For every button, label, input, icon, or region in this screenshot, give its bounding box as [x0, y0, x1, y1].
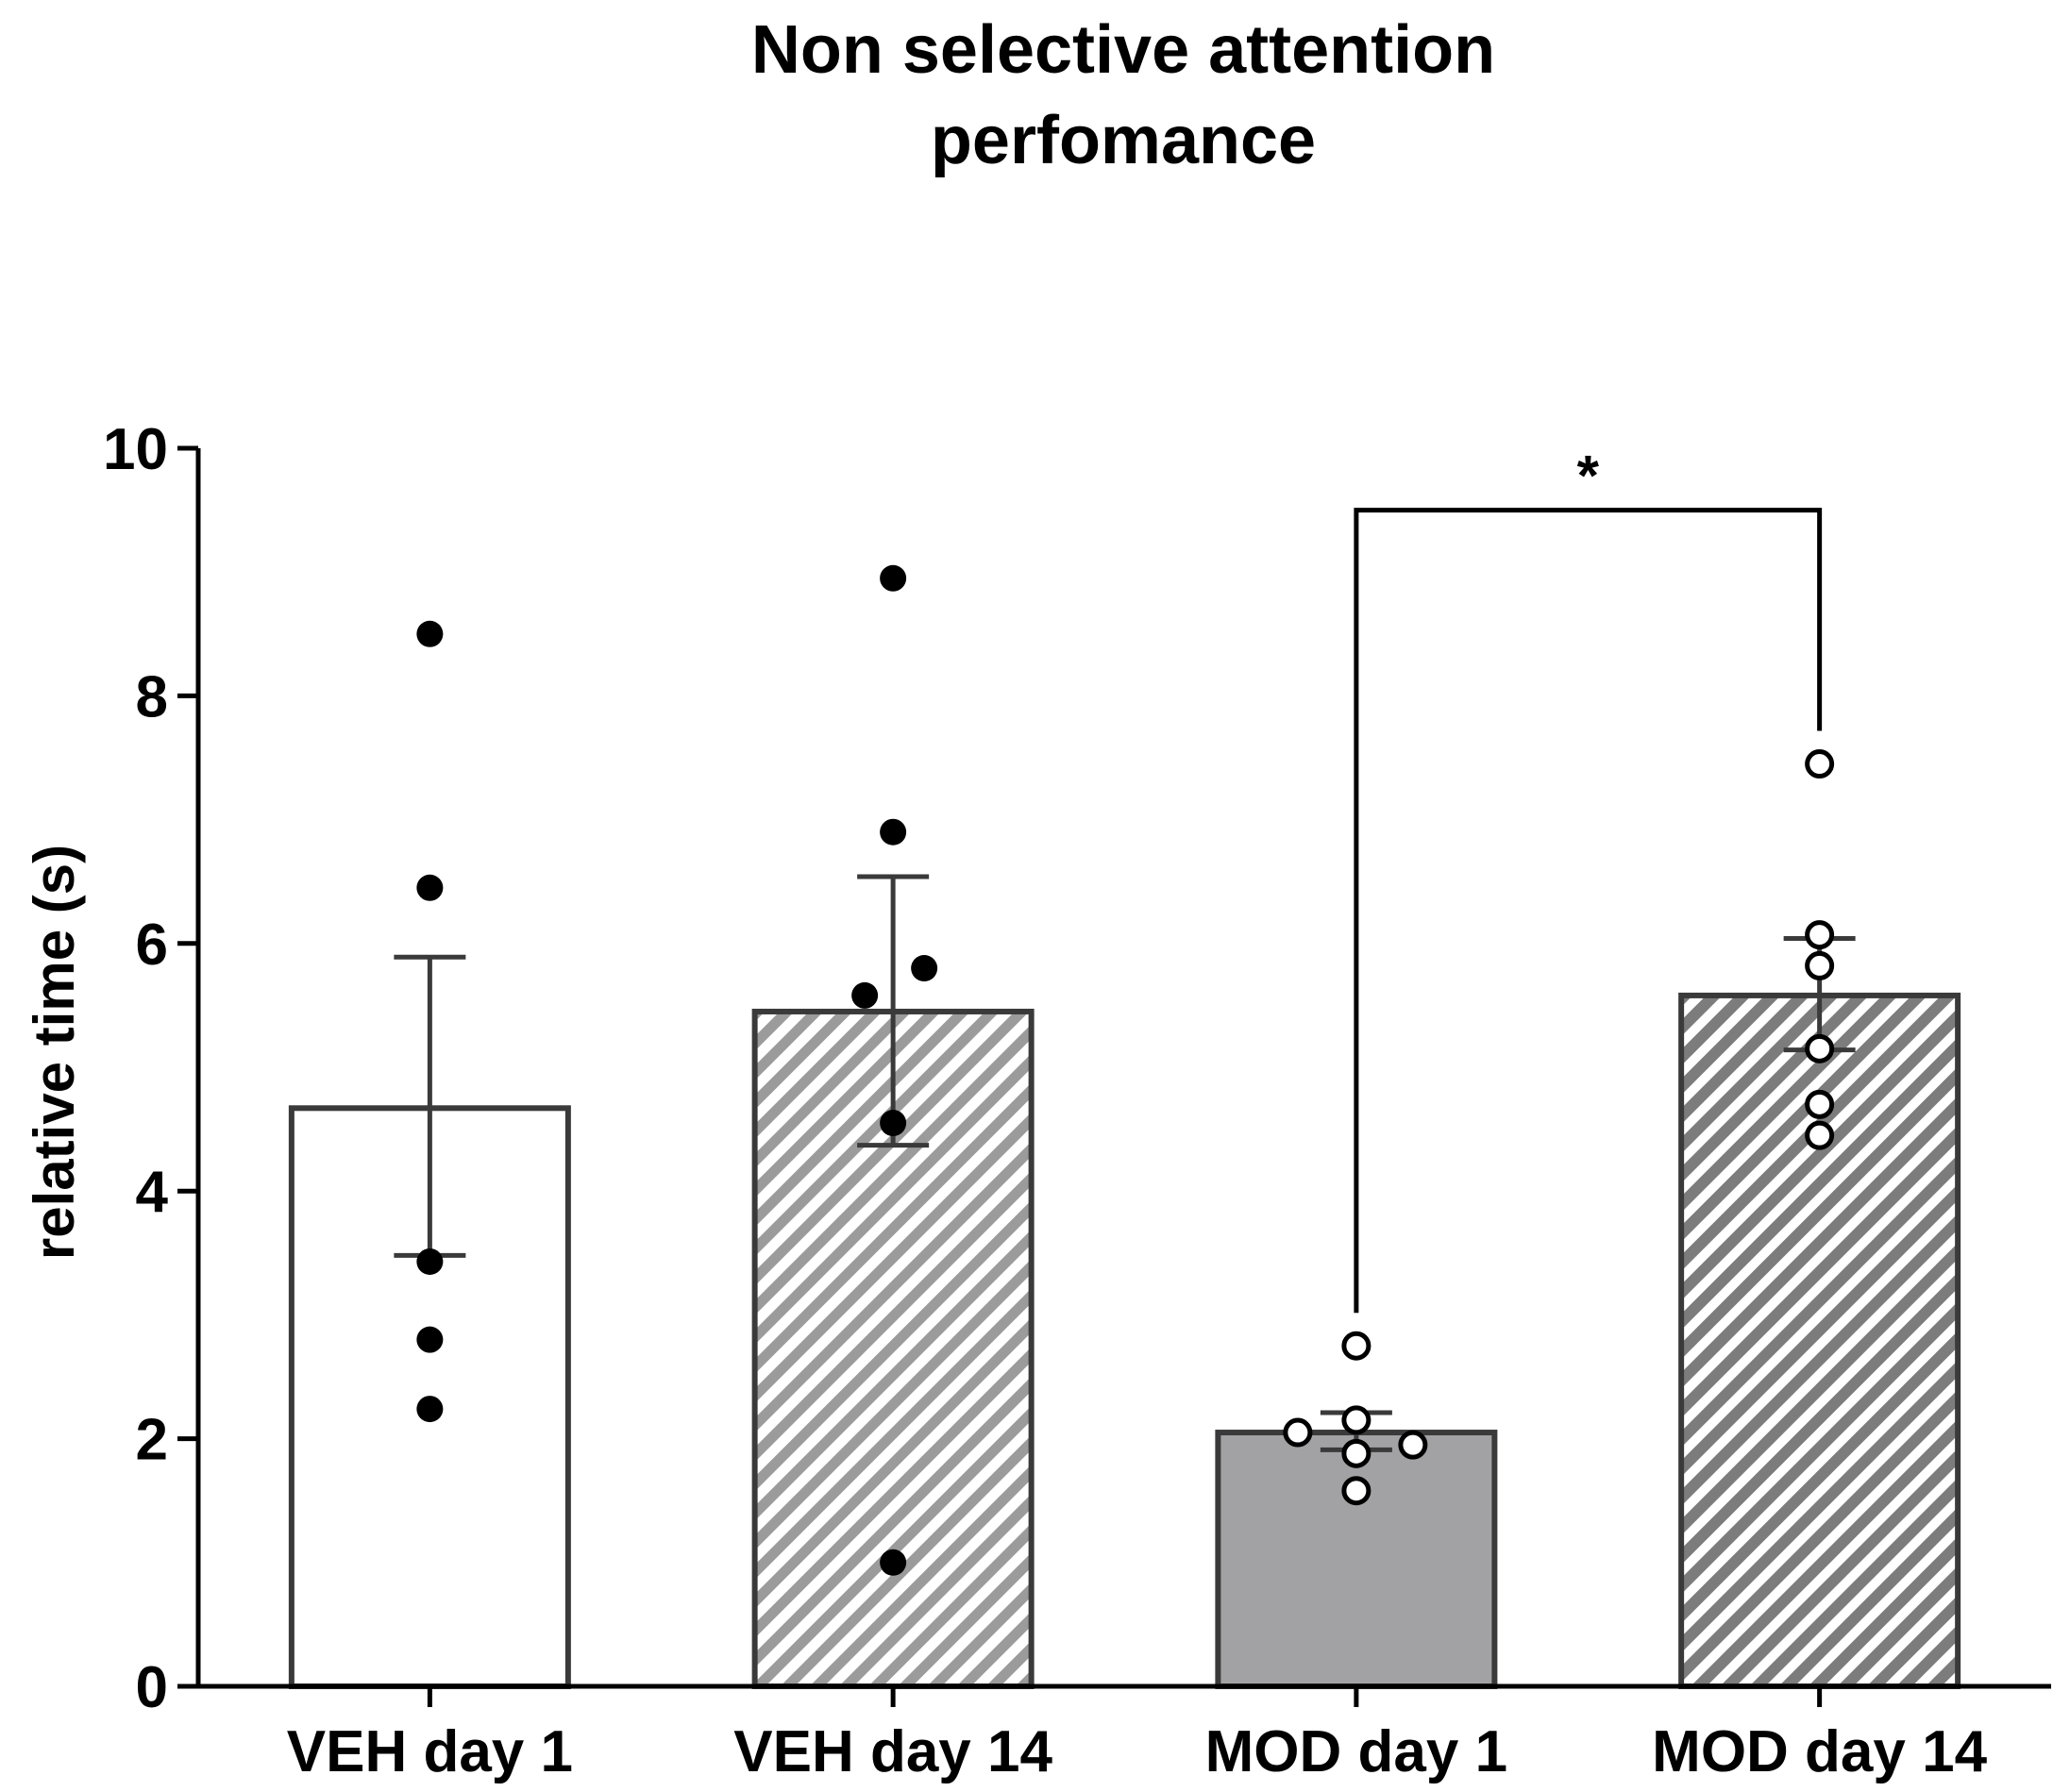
- data-point: [416, 1248, 444, 1275]
- data-point: [1805, 920, 1835, 950]
- y-tick-label: 2: [136, 1408, 168, 1473]
- data-point: [416, 1326, 444, 1353]
- error-bars-layer: [394, 874, 1856, 1452]
- y-tick-label: 0: [136, 1655, 168, 1720]
- x-tick-label: MOD day 14: [1652, 1719, 1987, 1784]
- data-point: [880, 1110, 907, 1137]
- significance-label: *: [1577, 444, 1600, 508]
- chart-title-line-2: perfomance: [931, 103, 1316, 178]
- data-point: [1341, 1476, 1372, 1506]
- data-point: [880, 818, 907, 846]
- bar-mod-day-1: [1215, 1430, 1498, 1690]
- significance-bracket: [1354, 508, 1823, 1314]
- data-point: [911, 955, 938, 982]
- data-point: [1805, 749, 1835, 779]
- data-point: [1341, 1438, 1372, 1468]
- y-tick-label: 8: [136, 664, 168, 729]
- axes-layer: 0 2 4 6 8 10 VEH day 1 VEH day 14 MOD day 1 MOD d…: [103, 417, 2051, 1784]
- y-axis-label: relative time (s): [23, 845, 86, 1260]
- y-tick-label: 10: [103, 417, 168, 482]
- y-tick-label: 6: [136, 913, 168, 978]
- chart-title: Non selective attention perfomance: [751, 12, 1495, 178]
- data-point: [1283, 1417, 1313, 1448]
- data-point: [1805, 950, 1835, 980]
- data-point: [1805, 1033, 1835, 1063]
- chart-title-line-1: Non selective attention: [751, 12, 1495, 88]
- x-tick-label: VEH day 14: [733, 1719, 1052, 1784]
- data-points-layer: [416, 564, 1835, 1576]
- data-point: [880, 564, 907, 592]
- y-tick-label: 4: [136, 1160, 169, 1225]
- significance-layer: *: [1354, 444, 1823, 1314]
- data-point: [880, 1549, 907, 1576]
- x-tick-label: MOD day 1: [1205, 1719, 1507, 1784]
- data-point: [1805, 1120, 1835, 1150]
- data-point: [851, 981, 879, 1009]
- bars-layer: [288, 992, 1961, 1690]
- data-point: [1341, 1405, 1372, 1435]
- data-point: [1805, 1089, 1835, 1119]
- data-point: [416, 620, 444, 647]
- data-point: [416, 874, 444, 901]
- x-tick-label: VEH day 1: [287, 1719, 573, 1784]
- data-point: [1398, 1430, 1428, 1460]
- data-point: [416, 1396, 444, 1423]
- data-point: [1341, 1331, 1372, 1361]
